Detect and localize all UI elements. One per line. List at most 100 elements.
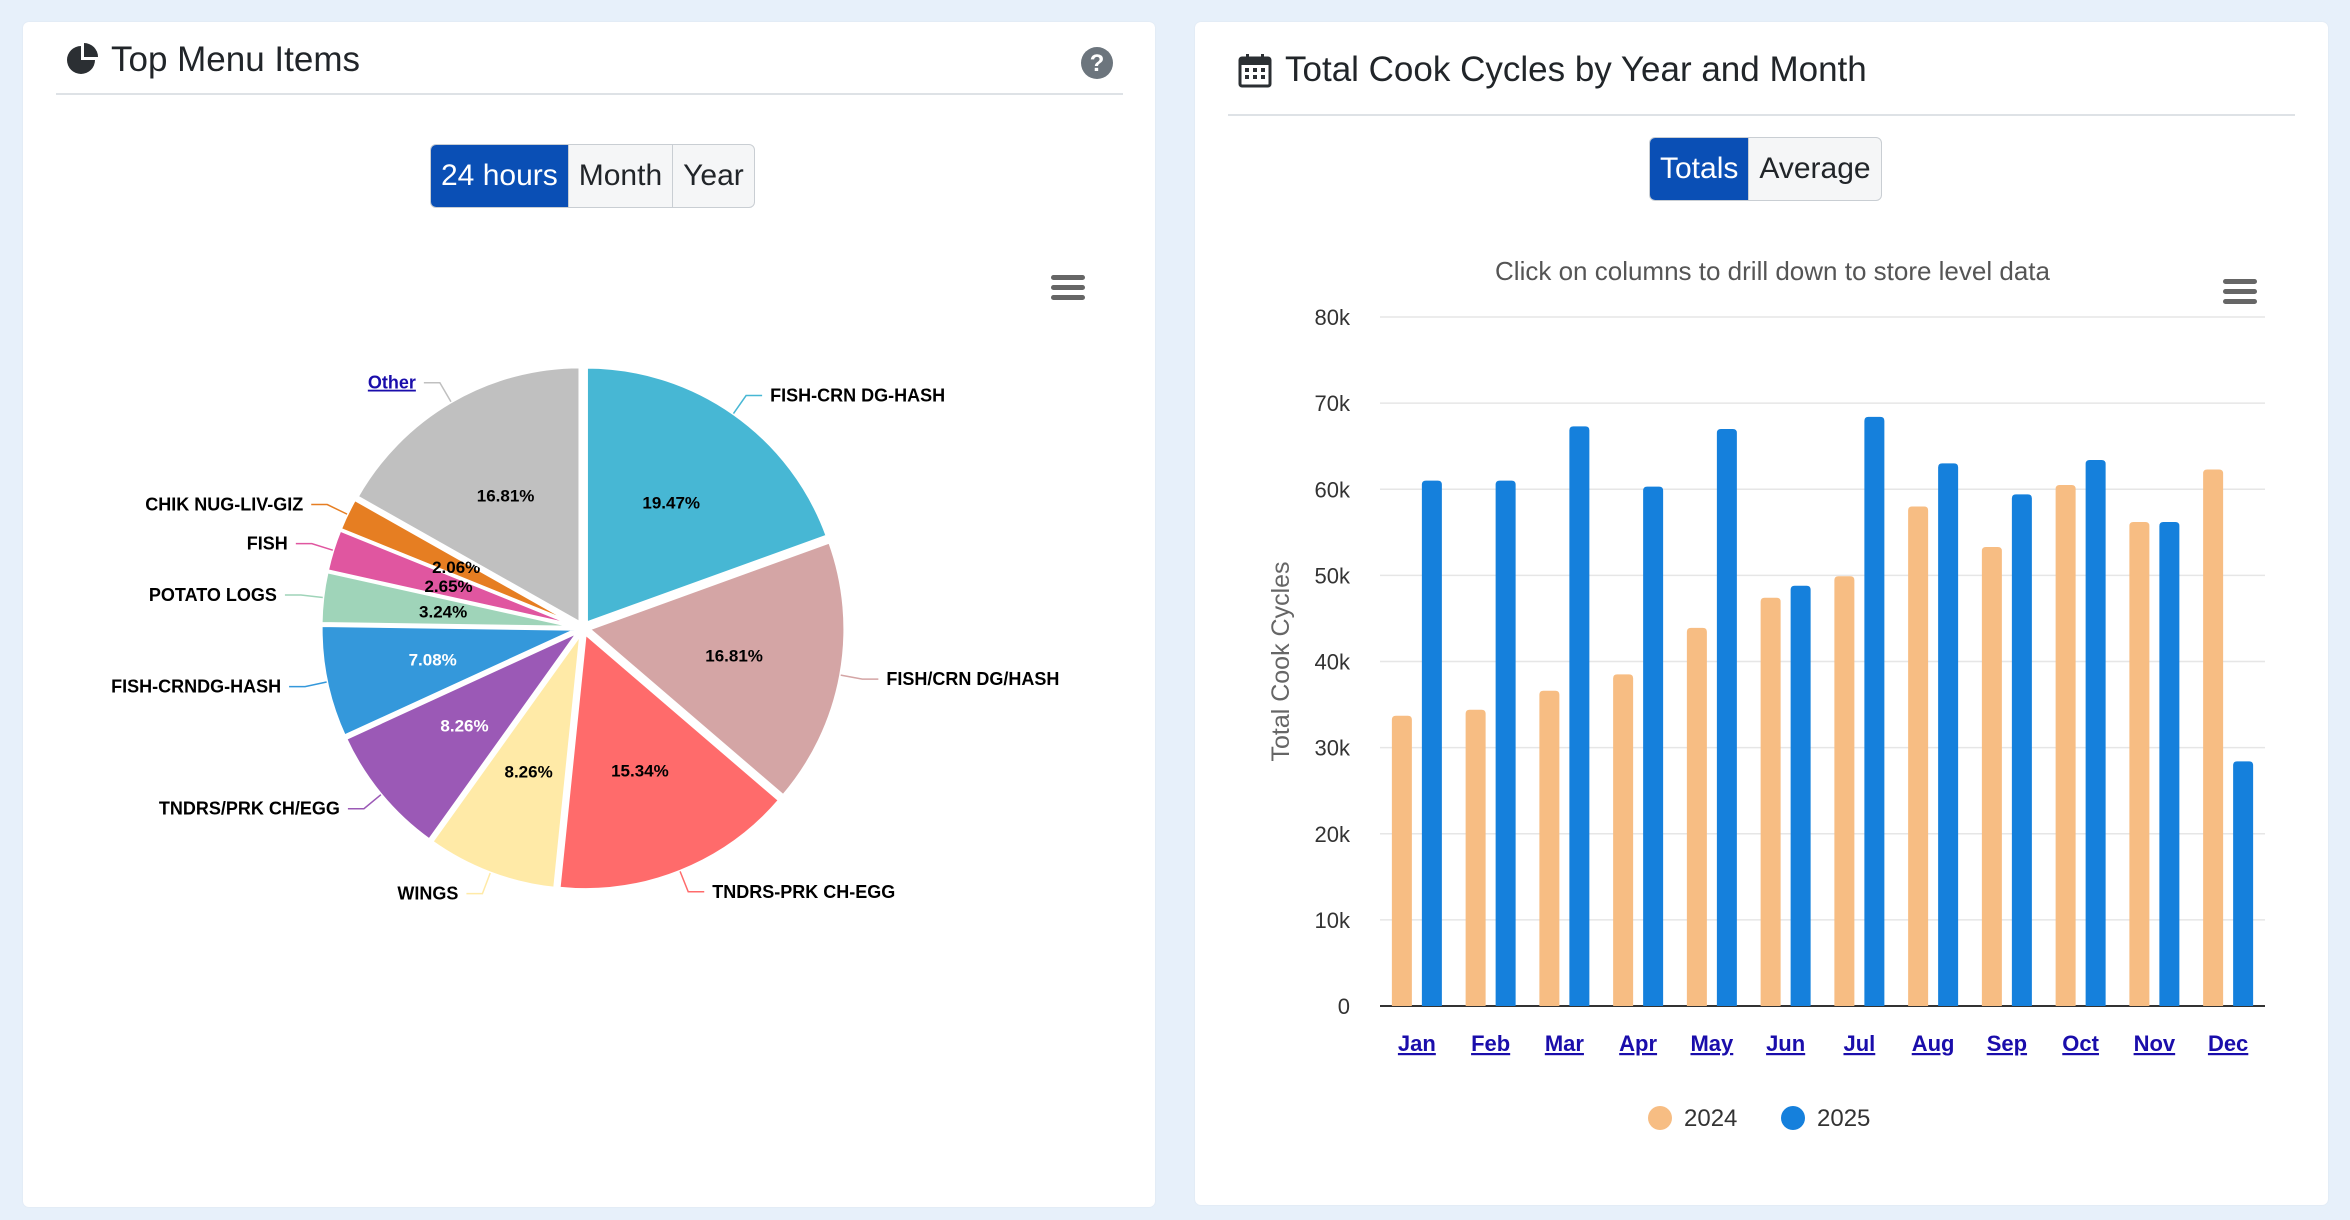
x-tick-link[interactable]: Nov	[2134, 1031, 2176, 1056]
pie-slice-percent-label: 19.47%	[642, 493, 700, 512]
bar-2025-may[interactable]	[1716, 428, 1737, 1006]
pie-slice-label: POTATO LOGS	[149, 585, 277, 605]
pie-slice-label: FISH-CRN DG-HASH	[770, 386, 945, 406]
pie-slice-percent-label: 2.65%	[424, 577, 472, 596]
bar-2024-aug[interactable]	[1908, 506, 1929, 1006]
bar-2024-oct[interactable]	[2055, 484, 2076, 1007]
pie-slice-label: WINGS	[397, 884, 458, 904]
pie-slice-group[interactable]: 15.34% TNDRS-PRK CH-EGG	[557, 632, 895, 902]
y-tick-label: 20k	[1315, 822, 1351, 847]
header-divider	[1228, 114, 2295, 116]
pie-slice-percent-label: 16.81%	[477, 486, 535, 505]
chart-subtitle: Click on columns to drill down to store …	[1495, 256, 2050, 286]
bar-2025-jul[interactable]	[1864, 416, 1885, 1006]
bar-2024-feb[interactable]	[1465, 709, 1486, 1006]
pie-slice-percent-label: 8.26%	[440, 717, 488, 736]
pie-slice-percent-label: 16.81%	[705, 647, 763, 666]
pie-slice-group[interactable]: 2.06% CHIK NUG-LIV-GIZ	[145, 495, 580, 627]
tab-year[interactable]: Year	[672, 145, 754, 207]
pie-slice-group[interactable]: 8.26% WINGS	[397, 632, 583, 904]
pie-slice-group[interactable]: 7.08% FISH-CRNDG-HASH	[111, 623, 579, 738]
y-tick-label: 80k	[1315, 305, 1351, 330]
bar-2024-jan[interactable]	[1391, 715, 1412, 1006]
bar-2024-sep[interactable]	[1981, 546, 2002, 1006]
bar-2025-aug[interactable]	[1938, 463, 1959, 1007]
hamburger-menu-icon[interactable]	[2223, 279, 2257, 305]
bar-2025-sep[interactable]	[2011, 494, 2032, 1006]
pie-label-connector	[284, 594, 323, 599]
legend-marker	[1781, 1106, 1805, 1130]
legend-label: 2025	[1817, 1105, 1870, 1132]
pie-slice-label: FISH	[247, 534, 288, 554]
pie-slice[interactable]	[430, 632, 583, 890]
tab-totals[interactable]: Totals	[1650, 138, 1749, 200]
bar-2024-jun[interactable]	[1760, 597, 1781, 1006]
x-tick-link[interactable]: Sep	[1987, 1031, 2027, 1056]
bar-2025-jan[interactable]	[1421, 480, 1442, 1006]
pie-slice[interactable]	[338, 497, 580, 627]
bar-2024-mar[interactable]	[1539, 690, 1560, 1006]
x-tick-link[interactable]: Mar	[1545, 1031, 1585, 1056]
pie-slice-label: TNDRS-PRK CH-EGG	[712, 882, 895, 902]
legend-item-2025[interactable]: 2025	[1781, 1105, 1870, 1132]
pie-slice-group[interactable]: 19.47% FISH-CRN DG-HASH	[584, 365, 945, 625]
bar-2025-feb[interactable]	[1495, 480, 1516, 1006]
pie-other-link[interactable]: Other	[368, 373, 416, 393]
svg-text:?: ?	[1090, 50, 1105, 77]
y-tick-label: 30k	[1315, 736, 1351, 761]
bar-2025-nov[interactable]	[2159, 521, 2180, 1006]
x-tick-link[interactable]: Aug	[1912, 1031, 1955, 1056]
panel-header: Top Menu Items	[63, 40, 360, 80]
pie-slice[interactable]	[355, 365, 582, 625]
header-divider	[56, 93, 1123, 95]
bar-2025-dec[interactable]	[2233, 761, 2254, 1006]
pie-slice-group[interactable]: 16.81% FISH/CRN DG/HASH	[587, 540, 1059, 798]
pie-slice-group[interactable]: 8.26% TNDRS/PRK CH/EGG	[159, 630, 580, 842]
x-tick-link[interactable]: Jun	[1766, 1031, 1805, 1056]
pie-slice-label: FISH/CRN DG/HASH	[886, 669, 1059, 689]
x-tick-link[interactable]: Apr	[1619, 1031, 1657, 1056]
pie-slice-group[interactable]: 16.81% Other	[355, 365, 582, 625]
x-tick-link[interactable]: Jan	[1398, 1031, 1436, 1056]
pie-slice[interactable]	[557, 632, 781, 892]
cook-cycles-panel: Total Cook Cycles by Year and Month Tota…	[1195, 22, 2328, 1205]
pie-slice-percent-label: 3.24%	[419, 603, 467, 622]
pie-label-connector	[347, 794, 382, 810]
bar-2024-nov[interactable]	[2129, 521, 2150, 1006]
y-tick-label: 40k	[1315, 650, 1351, 675]
bar-2024-dec[interactable]	[2203, 469, 2224, 1006]
y-tick-label: 50k	[1315, 563, 1351, 588]
pie-label-connector	[679, 871, 705, 893]
bar-2024-jul[interactable]	[1834, 576, 1855, 1006]
bar-2024-apr[interactable]	[1613, 674, 1634, 1006]
x-tick-link[interactable]: May	[1690, 1031, 1734, 1056]
bar-2025-apr[interactable]	[1643, 486, 1664, 1006]
legend-item-2024[interactable]: 2024	[1648, 1105, 1737, 1132]
pie-chart: 19.47% FISH-CRN DG-HASH 16.81% FISH/CRN DG/…	[111, 365, 1059, 904]
pie-slice[interactable]	[587, 540, 847, 798]
pie-slice-label: TNDRS/PRK CH/EGG	[159, 799, 340, 819]
tab-24-hours[interactable]: 24 hours	[431, 145, 568, 207]
panel-header: Total Cook Cycles by Year and Month	[1237, 50, 1867, 90]
x-tick-link[interactable]: Dec	[2208, 1031, 2248, 1056]
legend-label: 2024	[1684, 1105, 1737, 1132]
time-range-toggle: 24 hours Month Year	[430, 144, 755, 208]
bar-2025-jun[interactable]	[1790, 585, 1811, 1006]
top-menu-items-panel: Top Menu Items ? 24 hours Month Year 19.…	[23, 22, 1155, 1207]
x-tick-link[interactable]: Oct	[2062, 1031, 2099, 1056]
pie-slice-label: FISH-CRNDG-HASH	[111, 677, 281, 697]
pie-label-connector	[732, 394, 763, 414]
pie-slice-percent-label: 15.34%	[611, 762, 669, 781]
hamburger-menu-icon[interactable]	[1051, 275, 1085, 301]
bar-2024-may[interactable]	[1686, 627, 1707, 1006]
tab-month[interactable]: Month	[567, 145, 672, 207]
x-tick-link[interactable]: Feb	[1471, 1031, 1510, 1056]
pie-slice[interactable]	[319, 623, 579, 738]
bar-2025-oct[interactable]	[2085, 459, 2106, 1006]
tab-average[interactable]: Average	[1748, 138, 1880, 200]
bar-2025-mar[interactable]	[1569, 426, 1590, 1006]
question-circle-icon[interactable]: ?	[1080, 46, 1114, 80]
x-tick-link[interactable]: Jul	[1843, 1031, 1875, 1056]
totals-average-toggle: Totals Average	[1649, 137, 1882, 201]
pie-slice-percent-label: 7.08%	[409, 651, 457, 670]
